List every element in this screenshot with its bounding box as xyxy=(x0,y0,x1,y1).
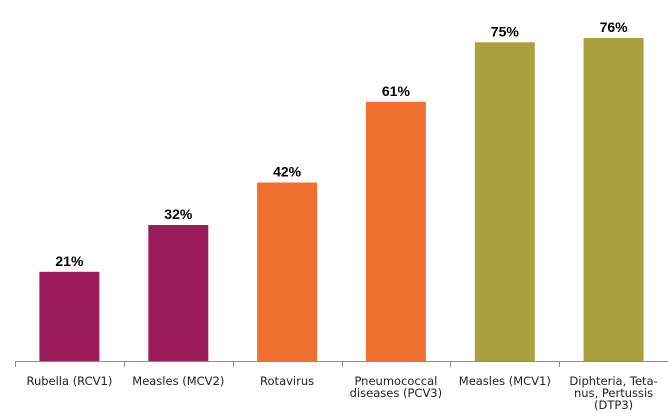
data-label: 21% xyxy=(55,253,84,269)
data-label: 32% xyxy=(164,206,193,222)
x-tick-label: Rotavirus xyxy=(260,374,314,388)
bar xyxy=(257,182,318,361)
x-tick-label: Measles (MCV2) xyxy=(132,374,224,388)
x-axis-ticks xyxy=(15,361,560,367)
x-tick-label: Pneumococcal diseases (PCV3) xyxy=(350,374,442,400)
data-label: 75% xyxy=(491,23,520,39)
x-tick-label-line: Measles (MCV1) xyxy=(459,374,551,388)
bar xyxy=(365,101,426,362)
bar xyxy=(39,271,100,362)
x-tick-label: Measles (MCV1) xyxy=(459,374,551,388)
bar xyxy=(148,225,209,361)
x-tick-label-line: Pneumococcal xyxy=(354,374,437,388)
data-label: 61% xyxy=(382,83,411,99)
x-tick-label-line: nus, Pertussis xyxy=(574,386,653,400)
x-tick-label-line: (DTP3) xyxy=(594,398,633,412)
x-tick-label-line: Diphteria, Teta- xyxy=(569,374,657,388)
x-tick-label-line: Rubella (RCV1) xyxy=(26,374,112,388)
bars-group xyxy=(39,38,644,362)
x-tick-label-line: Rotavirus xyxy=(260,374,314,388)
category-labels-group: Rubella (RCV1) Measles (MCV2) Rotavirus Pne… xyxy=(26,374,657,412)
data-label: 42% xyxy=(273,164,302,180)
x-tick-label-line: diseases (PCV3) xyxy=(350,386,442,400)
data-label: 76% xyxy=(600,19,629,35)
x-tick-label: Diphteria, Teta-nus, Pertussis (DTP3) xyxy=(569,374,657,412)
x-tick-label-line: Measles (MCV2) xyxy=(132,374,224,388)
bar xyxy=(474,42,535,362)
value-labels-group: 21% 32% 42% 61% 75% 76% xyxy=(55,19,628,269)
x-tick-label: Rubella (RCV1) xyxy=(26,374,112,388)
bar xyxy=(583,38,644,361)
